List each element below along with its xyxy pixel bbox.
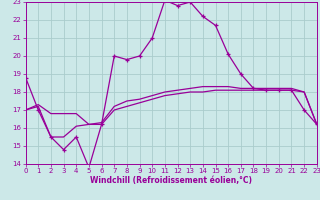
X-axis label: Windchill (Refroidissement éolien,°C): Windchill (Refroidissement éolien,°C): [90, 176, 252, 185]
